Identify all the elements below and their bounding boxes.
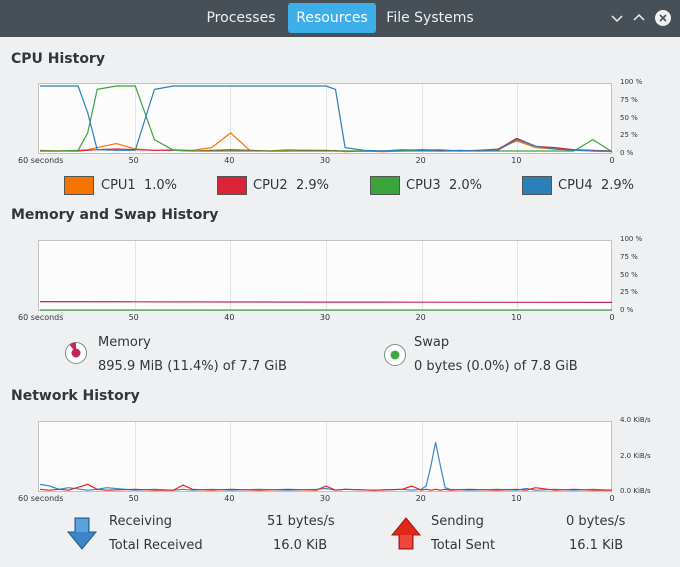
cpu-x-tick-label: 50: [128, 156, 139, 165]
cpu-y-tick-label: 75 %: [620, 95, 638, 104]
memory-x-tick-label: 60 seconds: [18, 313, 64, 322]
header-bar: Processes Resources File Systems: [0, 0, 680, 37]
cpu-y-tick-label: 50 %: [620, 113, 638, 122]
cpu4-color-swatch[interactable]: [522, 176, 552, 195]
network-x-tick-label: 0: [609, 494, 615, 503]
network-x-tick-label: 40: [224, 494, 235, 503]
memory-x-tick-label: 10: [511, 313, 522, 322]
swap-label: Swap: [414, 335, 450, 350]
cpu-x-tick-label: 20: [415, 156, 426, 165]
total-received-value: 16.0 KiB: [273, 538, 328, 553]
total-received-label: Total Received: [109, 538, 203, 553]
network-history-graph: [38, 421, 613, 493]
memory-value: 895.9 MiB (11.4%) of 7.7 GiB: [98, 359, 287, 374]
cpu-x-tick-label: 40: [224, 156, 235, 165]
receiving-arrow-icon[interactable]: [66, 517, 98, 551]
memory-series-memory: [39, 300, 613, 304]
network-x-tick-label: 20: [415, 494, 426, 503]
network-x-tick-label: 60 seconds: [18, 494, 64, 503]
cpu-y-tick-label: 100 %: [620, 78, 643, 86]
sending-arrow-icon[interactable]: [390, 517, 422, 551]
cpu-y-tick-label: 25 %: [620, 131, 638, 140]
cpu-series-cpu2: [40, 137, 613, 152]
cpu-x-tick-label: 0: [609, 156, 615, 165]
memory-y-tick-label: 0 %: [620, 306, 634, 314]
cpu3-legend: CPU3 2.0%: [406, 178, 482, 193]
memory-y-tick-label: 75 %: [620, 252, 638, 261]
memory-x-tick-label: 20: [415, 313, 426, 322]
swap-value: 0 bytes (0.0%) of 7.8 GiB: [414, 359, 578, 374]
sending-value: 0 bytes/s: [566, 514, 626, 529]
memory-x-tick-label: 40: [224, 313, 235, 322]
memory-label: Memory: [98, 335, 151, 350]
tab-processes[interactable]: Processes: [206, 10, 276, 26]
tab-resources[interactable]: Resources: [288, 3, 376, 33]
memory-y-tick-label: 100 %: [620, 235, 643, 243]
network-y-tick-label: 4.0 KiB/s: [620, 416, 651, 424]
receiving-label: Receiving: [109, 514, 173, 529]
memory-history-graph: [38, 240, 613, 312]
cpu2-legend: CPU2 2.9%: [253, 178, 329, 193]
total-sent-label: Total Sent: [431, 538, 496, 553]
chevron-up-icon[interactable]: [630, 9, 648, 27]
chevron-down-icon[interactable]: [608, 9, 626, 27]
tab-file-systems[interactable]: File Systems: [386, 10, 474, 26]
cpu1-color-swatch[interactable]: [64, 176, 94, 195]
cpu-history-title: CPU History: [11, 51, 105, 67]
cpu-series-cpu4: [40, 85, 612, 152]
memory-history-title: Memory and Swap History: [11, 207, 219, 223]
cpu-y-tick-label: 0 %: [620, 149, 634, 157]
network-x-tick-label: 10: [511, 494, 522, 503]
swap-pie-icon[interactable]: [383, 343, 407, 367]
memory-y-tick-label: 50 %: [620, 270, 638, 279]
close-icon[interactable]: [654, 9, 672, 27]
cpu-x-tick-label: 60 seconds: [18, 156, 64, 165]
memory-x-tick-label: 50: [128, 313, 139, 322]
cpu-series-cpu3: [40, 85, 613, 153]
memory-x-tick-label: 0: [609, 313, 615, 322]
network-x-tick-label: 30: [319, 494, 331, 503]
network-x-tick-label: 50: [128, 494, 139, 503]
cpu4-legend: CPU4 2.9%: [558, 178, 634, 193]
cpu-history-graph: [38, 83, 613, 155]
memory-pie-icon[interactable]: [64, 341, 88, 365]
total-sent-value: 16.1 KiB: [569, 538, 624, 553]
receiving-value: 51 bytes/s: [267, 514, 335, 529]
memory-x-tick-label: 30: [319, 313, 331, 322]
cpu-x-tick-label: 10: [511, 156, 522, 165]
network-history-title: Network History: [11, 388, 140, 404]
network-y-tick-label: 2.0 KiB/s: [620, 451, 651, 460]
network-series-sending: [39, 483, 612, 491]
cpu2-color-swatch[interactable]: [217, 176, 247, 195]
cpu3-color-swatch[interactable]: [370, 176, 400, 195]
network-y-tick-label: 0.0 KiB/s: [620, 487, 651, 495]
cpu1-legend: CPU1 1.0%: [101, 178, 177, 193]
cpu-x-tick-label: 30: [319, 156, 331, 165]
sending-label: Sending: [431, 514, 484, 529]
memory-y-tick-label: 25 %: [620, 288, 638, 297]
